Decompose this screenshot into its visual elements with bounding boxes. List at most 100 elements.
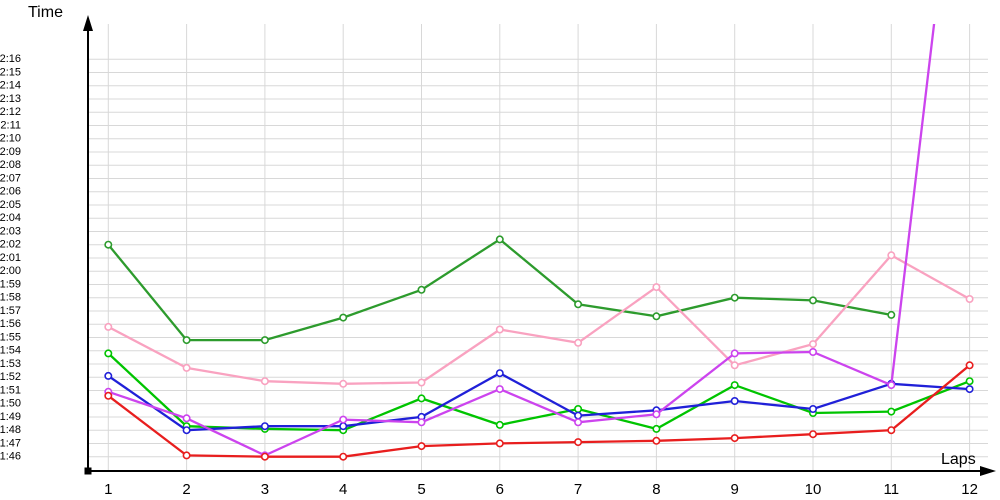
x-tick-label-3: 3 [261, 481, 269, 498]
y-tick-label-2:11: 2:11 [0, 119, 21, 131]
y-tick-label-1:47: 1:47 [0, 437, 21, 449]
y-tick-label-2:08: 2:08 [0, 159, 21, 171]
data-point-dark-green-lap-8 [652, 312, 661, 321]
x-tick-label-5: 5 [417, 481, 425, 498]
data-point-violet-lap-11 [887, 381, 896, 390]
data-point-red-lap-10 [808, 430, 817, 439]
data-point-violet-lap-7 [574, 418, 583, 427]
series-line-pink [107, 253, 971, 385]
data-point-blue-lap-1 [104, 371, 113, 380]
data-point-red-lap-9 [730, 434, 739, 443]
data-point-blue-lap-2 [182, 426, 191, 435]
data-point-blue-lap-10 [808, 404, 817, 413]
data-point-red-lap-5 [417, 442, 426, 451]
y-axis-arrow-icon [83, 15, 93, 31]
data-point-red-lap-11 [887, 426, 896, 435]
y-tick-label-1:52: 1:52 [0, 371, 21, 383]
data-point-blue-lap-12 [965, 385, 974, 394]
y-tick-label-2:04: 2:04 [0, 212, 21, 224]
data-point-red-lap-6 [495, 439, 504, 448]
x-tick-label-11: 11 [884, 481, 900, 498]
y-tick-label-2:13: 2:13 [0, 93, 21, 105]
data-point-pink-lap-8 [652, 283, 661, 292]
data-point-bright-green-lap-7 [574, 404, 583, 413]
axis-origin-marker [84, 467, 92, 475]
data-point-bright-green-lap-6 [495, 420, 504, 429]
y-tick-label-1:51: 1:51 [0, 384, 21, 396]
data-point-blue-lap-9 [730, 396, 739, 405]
data-point-pink-lap-12 [965, 294, 974, 303]
x-tick-label-2: 2 [182, 481, 190, 498]
series-line-blue [107, 371, 970, 432]
series-violet [104, 24, 936, 460]
data-point-red-lap-3 [260, 452, 269, 461]
x-tick-label-4: 4 [339, 481, 347, 498]
y-tick-label-1:58: 1:58 [0, 292, 21, 304]
data-point-blue-lap-6 [495, 369, 504, 378]
data-point-violet-lap-5 [417, 418, 426, 427]
x-axis-title: Laps [941, 451, 976, 468]
data-point-pink-lap-2 [182, 363, 191, 372]
y-tick-label-2:03: 2:03 [0, 225, 21, 237]
data-point-red-lap-12 [965, 361, 974, 370]
data-point-dark-green-lap-2 [182, 336, 191, 345]
series-dark-green [104, 235, 896, 345]
data-point-dark-green-lap-4 [339, 313, 348, 322]
data-point-violet-lap-8 [652, 410, 661, 419]
data-point-pink-lap-6 [495, 325, 504, 334]
y-tick-label-2:14: 2:14 [0, 80, 21, 92]
y-tick-label-2:15: 2:15 [0, 66, 21, 78]
data-point-bright-green-lap-12 [965, 377, 974, 386]
data-point-pink-lap-11 [887, 251, 896, 260]
y-tick-label-2:07: 2:07 [0, 172, 21, 184]
y-tick-label-2:10: 2:10 [0, 133, 21, 145]
data-point-violet-lap-6 [495, 385, 504, 394]
data-point-dark-green-lap-1 [104, 240, 113, 249]
x-tick-label-10: 10 [805, 481, 822, 498]
y-tick-label-2:12: 2:12 [0, 106, 21, 118]
data-point-dark-green-lap-6 [495, 235, 504, 244]
data-point-pink-lap-4 [339, 379, 348, 388]
data-point-red-lap-8 [652, 436, 661, 445]
data-point-pink-lap-3 [260, 377, 269, 386]
data-point-pink-lap-1 [104, 322, 113, 331]
data-point-dark-green-lap-10 [808, 296, 817, 305]
series-bright-green [104, 349, 974, 435]
data-point-red-lap-4 [339, 452, 348, 461]
y-tick-label-2:00: 2:00 [0, 265, 21, 277]
x-tick-label-1: 1 [104, 481, 112, 498]
y-tick-label-2:02: 2:02 [0, 239, 21, 251]
data-point-pink-lap-10 [808, 340, 817, 349]
data-point-pink-lap-9 [730, 361, 739, 370]
data-point-red-lap-7 [574, 438, 583, 447]
x-tick-label-6: 6 [496, 481, 504, 498]
data-point-bright-green-lap-5 [417, 394, 426, 403]
x-tick-label-9: 9 [731, 481, 739, 498]
series-blue [104, 369, 974, 435]
data-point-violet-lap-2 [182, 414, 191, 423]
data-point-bright-green-lap-11 [887, 407, 896, 416]
x-tick-label-8: 8 [652, 481, 660, 498]
data-point-bright-green-lap-1 [104, 349, 113, 358]
data-point-red-lap-2 [182, 451, 191, 460]
y-axis-title: Time [28, 4, 63, 21]
data-point-dark-green-lap-11 [887, 310, 896, 319]
y-tick-label-1:55: 1:55 [0, 331, 21, 343]
y-tick-label-2:05: 2:05 [0, 199, 21, 211]
x-axis-arrow-icon [980, 466, 996, 476]
data-point-bright-green-lap-9 [730, 381, 739, 390]
data-point-pink-lap-5 [417, 378, 426, 387]
series-pink [104, 251, 974, 388]
data-point-bright-green-lap-8 [652, 424, 661, 433]
data-point-dark-green-lap-5 [417, 285, 426, 294]
y-tick-label-2:01: 2:01 [0, 252, 21, 264]
data-point-dark-green-lap-7 [574, 300, 583, 309]
data-point-violet-lap-9 [730, 349, 739, 358]
y-tick-label-2:09: 2:09 [0, 146, 21, 158]
data-point-pink-lap-7 [574, 338, 583, 347]
data-point-dark-green-lap-3 [260, 336, 269, 345]
y-tick-label-1:56: 1:56 [0, 318, 21, 330]
data-point-violet-lap-4 [339, 415, 348, 424]
x-tick-label-7: 7 [574, 481, 582, 498]
